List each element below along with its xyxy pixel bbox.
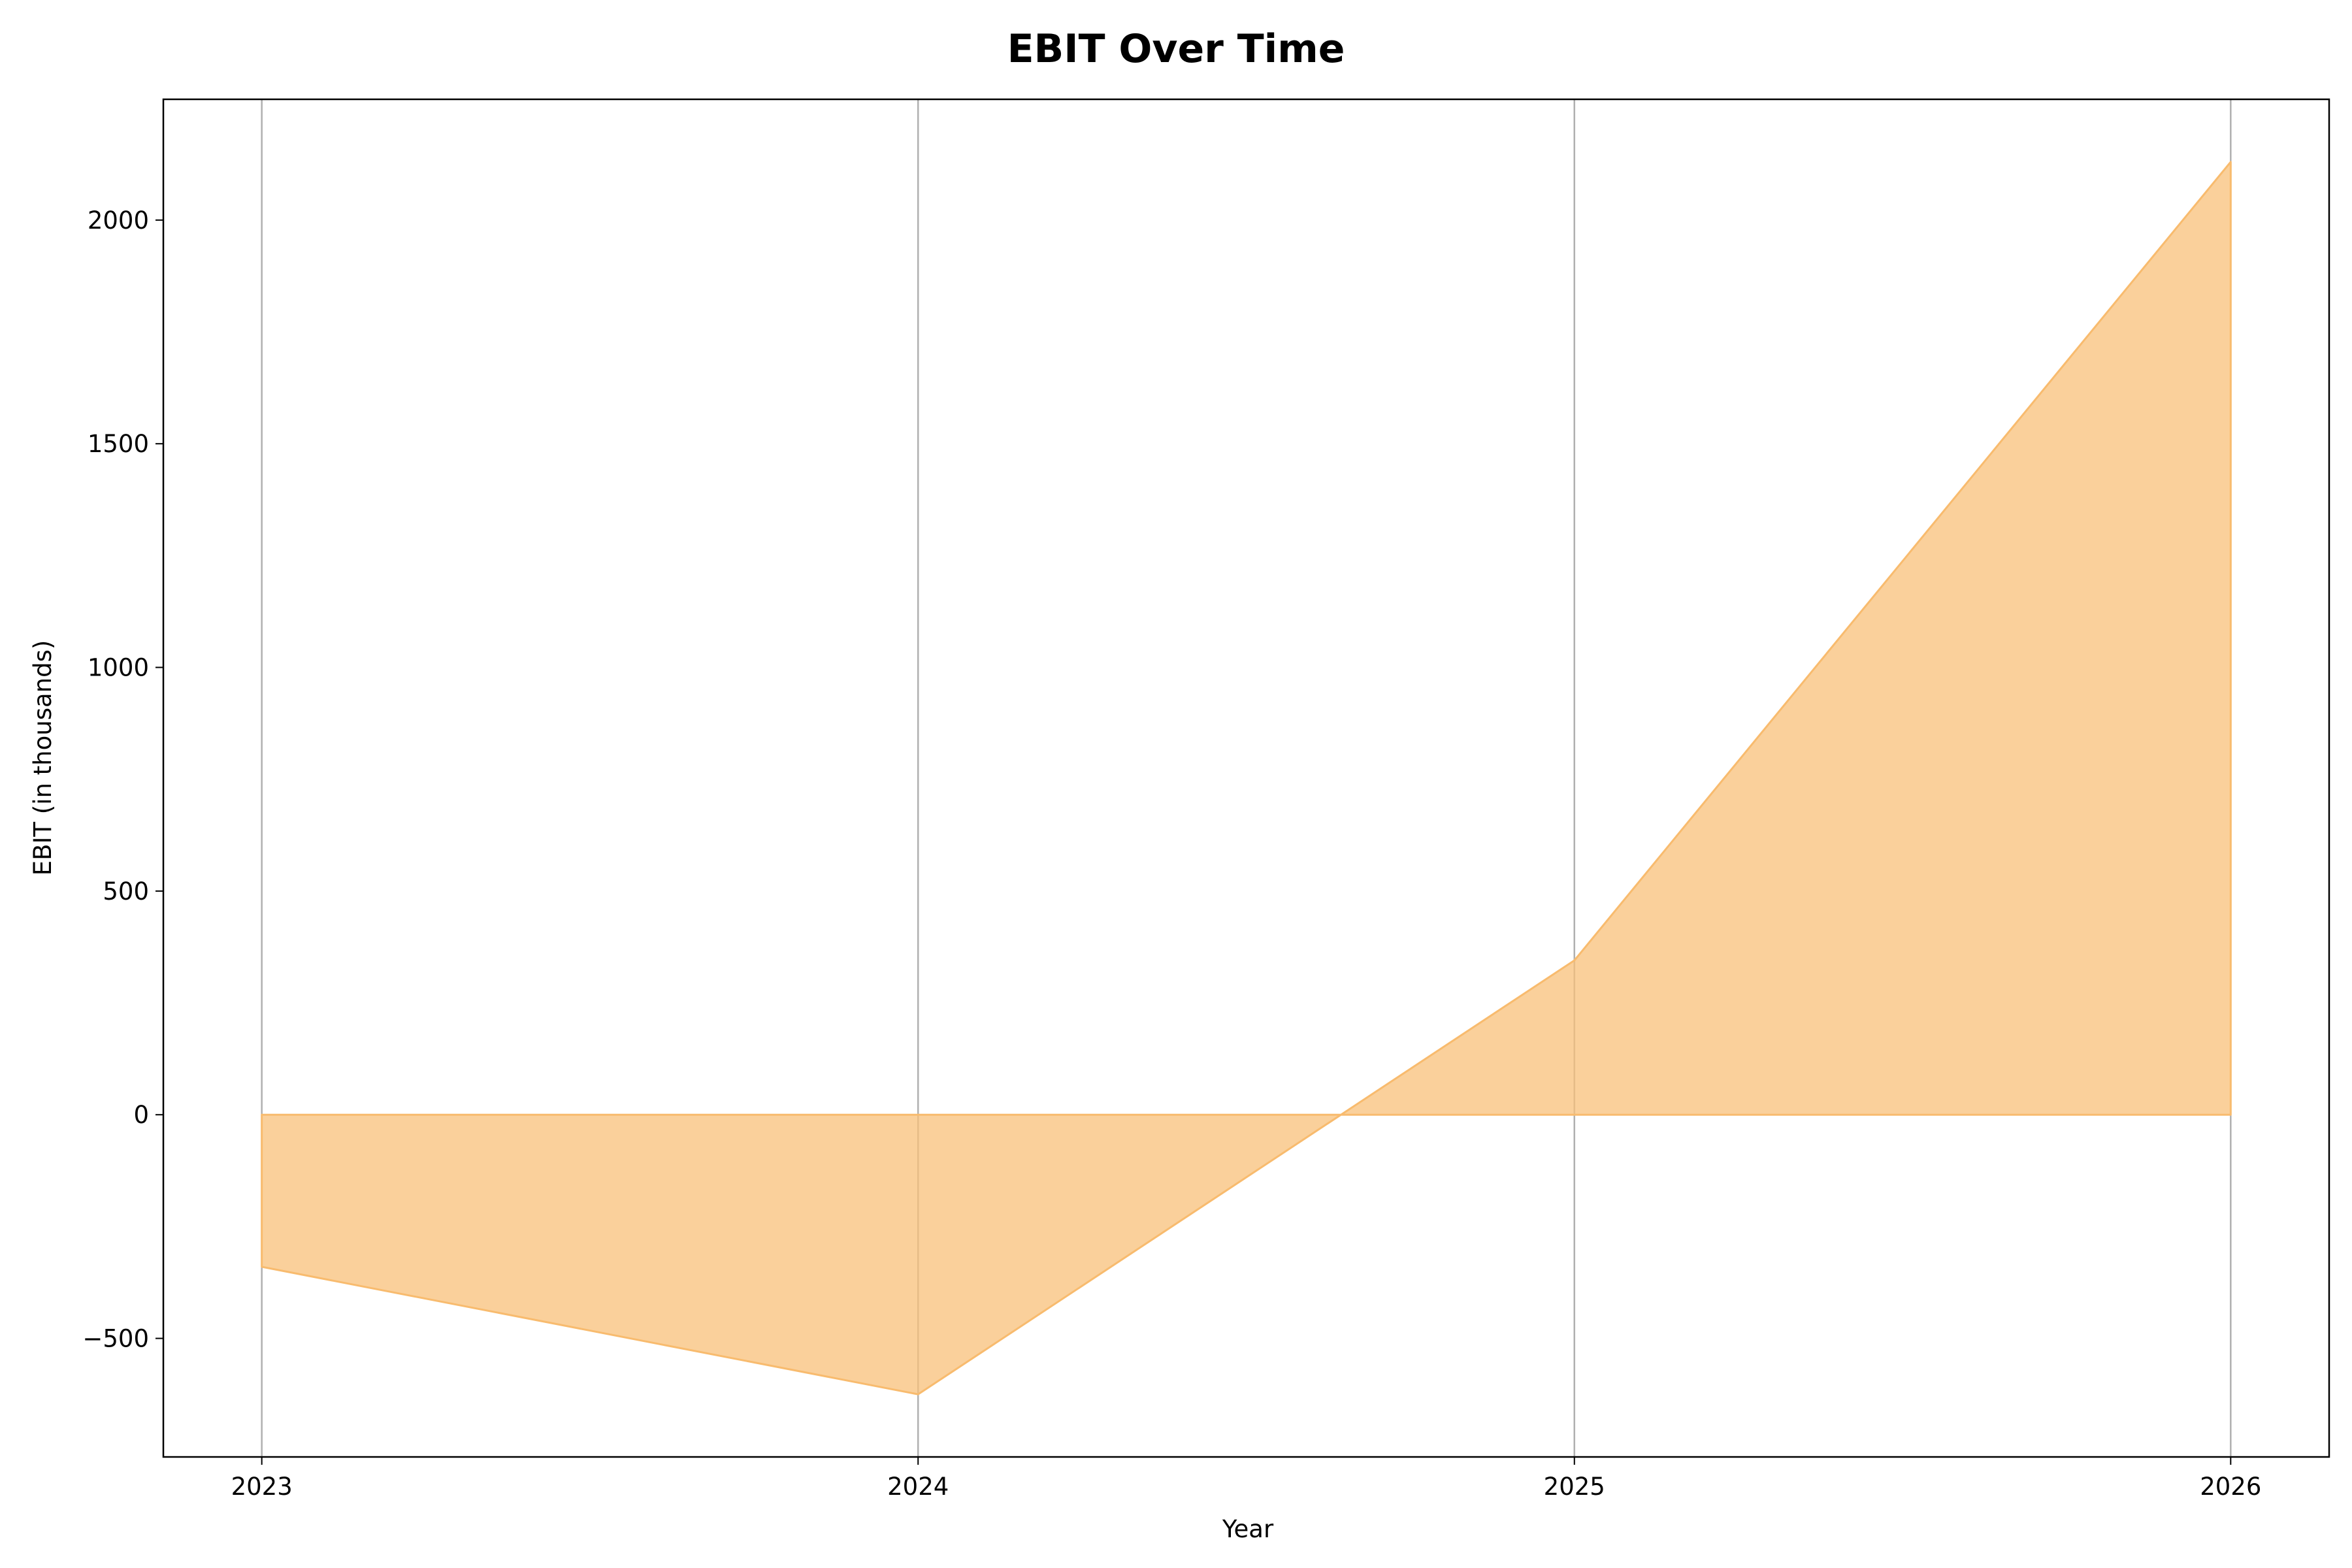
area-series <box>261 161 2232 1396</box>
chart-title: EBIT Over Time <box>1007 26 1345 72</box>
y-axis-ticks: −500 0 500 1000 1500 2000 <box>82 206 163 1353</box>
area-fill-series-0 <box>261 161 2232 1396</box>
x-tick-label-2024: 2024 <box>887 1473 949 1501</box>
y-tick-label-1500: 1500 <box>88 430 149 458</box>
y-axis-label: EBIT (in thousands) <box>29 640 57 876</box>
y-tick-label--500: −500 <box>82 1325 149 1353</box>
x-tick-label-2026: 2026 <box>2200 1473 2261 1501</box>
plot-frame <box>162 98 2330 1458</box>
y-tick-label-500: 500 <box>103 877 149 906</box>
x-axis-label: Year <box>1222 1515 1274 1543</box>
y-tick-label-1000: 1000 <box>88 654 149 682</box>
x-axis-ticks: 2023 2024 2025 2026 <box>231 1457 2261 1501</box>
y-tick-label-0: 0 <box>133 1101 149 1129</box>
x-tick-label-2025: 2025 <box>1544 1473 1605 1501</box>
y-tick-label-2000: 2000 <box>88 206 149 235</box>
x-tick-label-2023: 2023 <box>231 1473 293 1501</box>
